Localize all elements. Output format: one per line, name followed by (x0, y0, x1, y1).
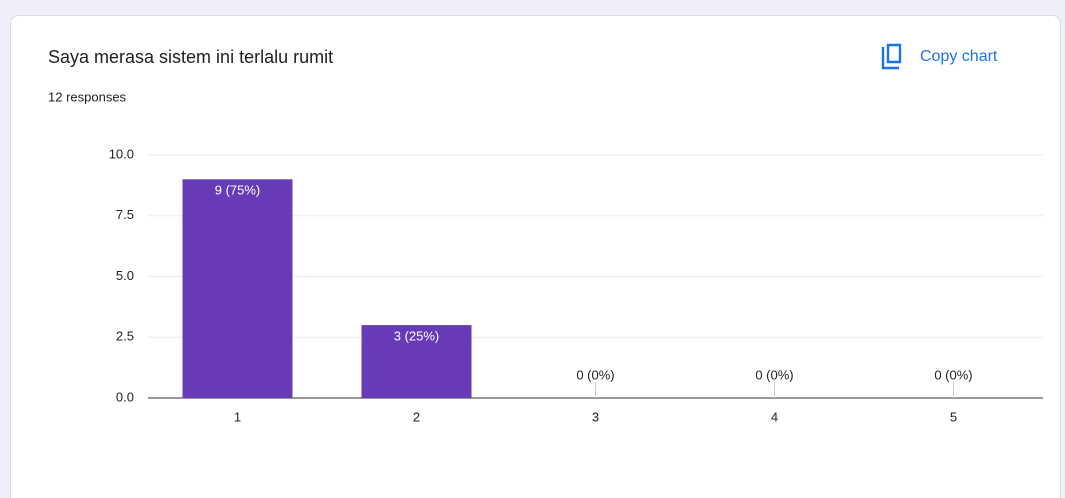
x-tick-label: 1 (234, 409, 241, 424)
value-label: 0 (0%) (755, 367, 793, 382)
copy-icon (881, 43, 902, 70)
bar (361, 325, 472, 398)
value-label: 3 (25%) (394, 329, 440, 344)
copy-chart-button[interactable]: Copy chart (881, 43, 998, 70)
value-label: 0 (0%) (576, 367, 614, 382)
bar (182, 179, 293, 398)
value-label: 0 (0%) (934, 367, 972, 382)
y-tick-label: 0.0 (116, 389, 134, 404)
x-tick-label: 2 (413, 409, 420, 424)
chart-title: Saya merasa sistem ini terlalu rumit (48, 47, 333, 67)
x-tick-label: 5 (950, 409, 957, 424)
y-tick-label: 10.0 (109, 146, 134, 161)
card (10, 15, 1061, 498)
y-tick-label: 2.5 (116, 329, 134, 344)
x-tick-label: 4 (771, 409, 778, 424)
y-tick-label: 5.0 (116, 268, 134, 283)
x-tick-label: 3 (592, 409, 599, 424)
y-tick-label: 7.5 (116, 207, 134, 222)
copy-chart-label[interactable]: Copy chart (920, 48, 998, 65)
value-label: 9 (75%) (215, 183, 261, 198)
chart-subtitle: 12 responses (48, 89, 127, 104)
